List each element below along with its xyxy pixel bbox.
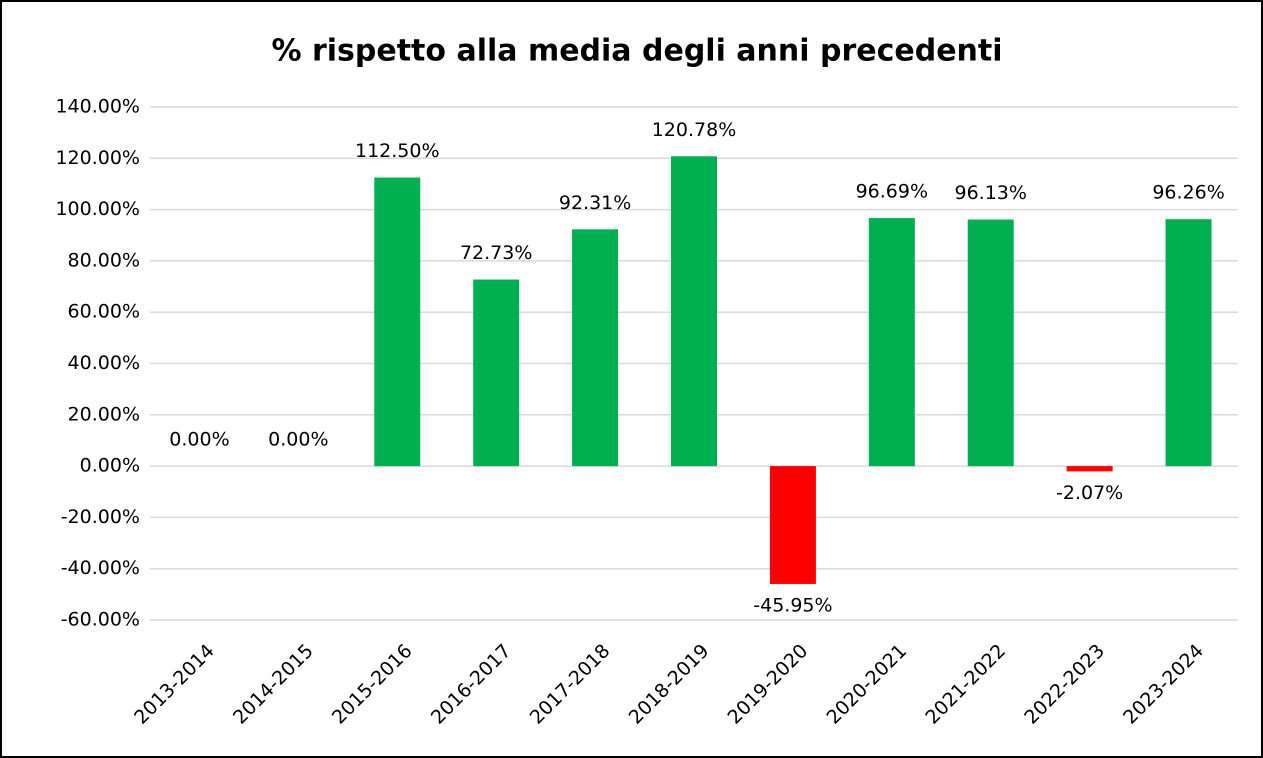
bar [868,218,915,467]
data-label: 96.13% [955,182,1027,204]
bar [473,279,520,467]
data-label: 96.26% [1152,182,1224,204]
bar [1165,219,1212,467]
chart-title: % rispetto alla media degli anni precede… [271,34,1002,69]
data-label: 0.00% [169,429,229,451]
y-tick-label: -60.00% [61,609,140,631]
data-label: 0.00% [268,429,328,451]
data-label: 72.73% [460,242,532,264]
y-tick-label: 20.00% [68,403,140,425]
data-label: -45.95% [753,594,832,616]
data-label: 112.50% [355,140,440,162]
y-tick-label: -40.00% [61,557,140,579]
y-tick-label: 0.00% [80,455,140,477]
y-tick-label: 140.00% [55,96,140,118]
bar [374,177,421,467]
data-label: 120.78% [652,119,737,141]
y-tick-label: -20.00% [61,506,140,528]
data-label: -2.07% [1056,482,1123,504]
y-tick-label: 80.00% [68,249,140,271]
y-tick-label: 100.00% [55,198,140,220]
y-tick-label: 120.00% [55,147,140,169]
data-label: 96.69% [856,181,928,203]
bar [769,466,816,584]
data-label: 92.31% [559,192,631,214]
bar [572,229,619,467]
y-tick-label: 40.00% [68,352,140,374]
bar [671,156,717,467]
y-tick-label: 60.00% [68,301,140,323]
bar [967,219,1014,467]
bar [1066,466,1113,472]
